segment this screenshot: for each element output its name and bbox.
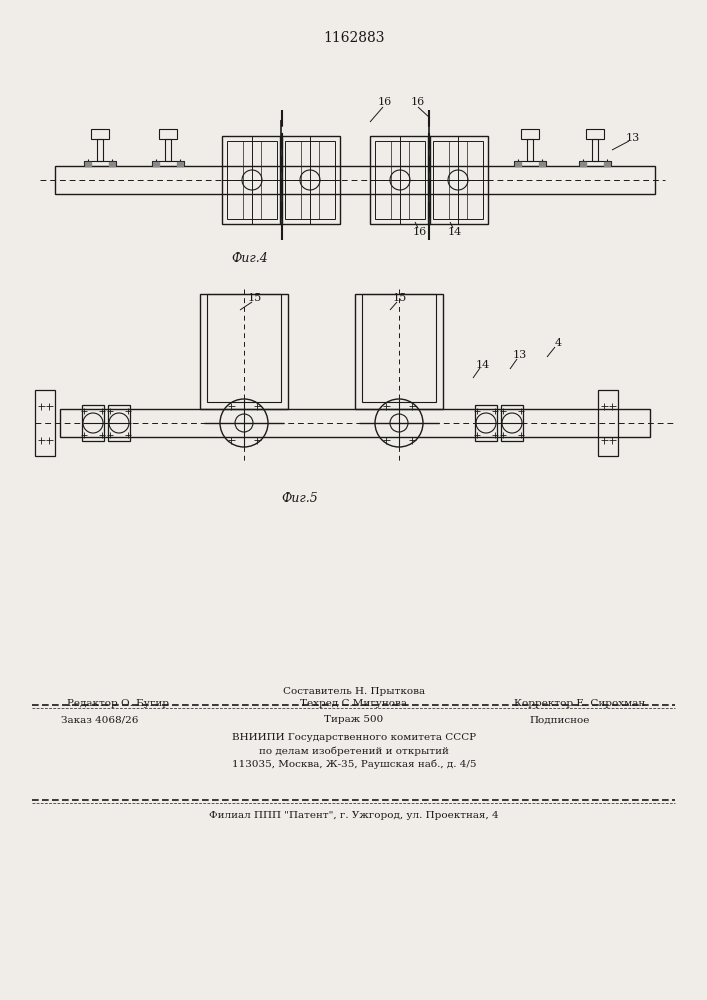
Text: ВНИИПИ Государственного комитета СССР: ВНИИПИ Государственного комитета СССР — [232, 734, 476, 742]
Polygon shape — [515, 162, 521, 166]
Bar — [280, 136, 340, 224]
Bar — [514, 161, 546, 166]
Polygon shape — [109, 162, 115, 166]
Text: 4: 4 — [554, 338, 561, 348]
Text: Фиг.4: Фиг.4 — [232, 251, 269, 264]
Bar — [84, 161, 116, 166]
Text: 15: 15 — [393, 293, 407, 303]
Bar — [527, 139, 533, 161]
Text: Составитель Н. Прыткова: Составитель Н. Прыткова — [283, 686, 425, 696]
Bar — [91, 129, 109, 139]
Text: 14: 14 — [448, 227, 462, 237]
Bar — [586, 129, 604, 139]
Bar — [55, 166, 655, 194]
Text: 16: 16 — [378, 97, 392, 107]
Bar — [355, 294, 443, 409]
Bar — [159, 129, 177, 139]
Polygon shape — [153, 162, 159, 166]
Polygon shape — [539, 162, 545, 166]
Text: 16: 16 — [413, 227, 427, 237]
Bar — [35, 390, 55, 456]
Text: по делам изобретений и открытий: по делам изобретений и открытий — [259, 746, 449, 756]
Bar — [285, 141, 335, 219]
Text: 14: 14 — [476, 360, 490, 370]
Bar — [375, 141, 425, 219]
Text: 16: 16 — [411, 97, 425, 107]
Polygon shape — [177, 162, 183, 166]
Polygon shape — [580, 162, 586, 166]
Bar — [370, 136, 430, 224]
Text: Фиг.5: Фиг.5 — [281, 491, 318, 504]
Bar — [97, 139, 103, 161]
Text: 15: 15 — [248, 293, 262, 303]
Bar — [108, 405, 130, 441]
Bar — [521, 129, 539, 139]
Text: 13: 13 — [626, 133, 640, 143]
Bar — [207, 294, 281, 402]
Bar — [165, 139, 171, 161]
Text: Корректор Е. Сирохман: Корректор Е. Сирохман — [515, 698, 645, 708]
Bar — [60, 409, 650, 437]
Bar — [579, 161, 611, 166]
Text: 1162883: 1162883 — [323, 31, 385, 45]
Bar — [200, 294, 288, 409]
Text: Редактор О. Бугир: Редактор О. Бугир — [67, 698, 169, 708]
Bar — [598, 390, 618, 456]
Bar — [82, 405, 104, 441]
Bar — [152, 161, 184, 166]
Bar — [227, 141, 277, 219]
Bar — [501, 405, 523, 441]
Bar — [592, 139, 598, 161]
Text: 113035, Москва, Ж-35, Раушская наб., д. 4/5: 113035, Москва, Ж-35, Раушская наб., д. … — [232, 759, 477, 769]
Bar — [222, 136, 282, 224]
Bar — [475, 405, 497, 441]
Text: Подписное: Подписное — [530, 716, 590, 724]
Bar — [433, 141, 483, 219]
Text: 13: 13 — [513, 350, 527, 360]
Bar — [428, 136, 488, 224]
Polygon shape — [85, 162, 91, 166]
Text: Тираж 500: Тираж 500 — [325, 716, 384, 724]
Text: Филиал ППП "Патент", г. Ужгород, ул. Проектная, 4: Филиал ППП "Патент", г. Ужгород, ул. Про… — [209, 810, 499, 820]
Text: Техред С.Мигунова: Техред С.Мигунова — [300, 698, 407, 708]
Polygon shape — [604, 162, 610, 166]
Bar — [362, 294, 436, 402]
Text: Заказ 4068/26: Заказ 4068/26 — [62, 716, 139, 724]
